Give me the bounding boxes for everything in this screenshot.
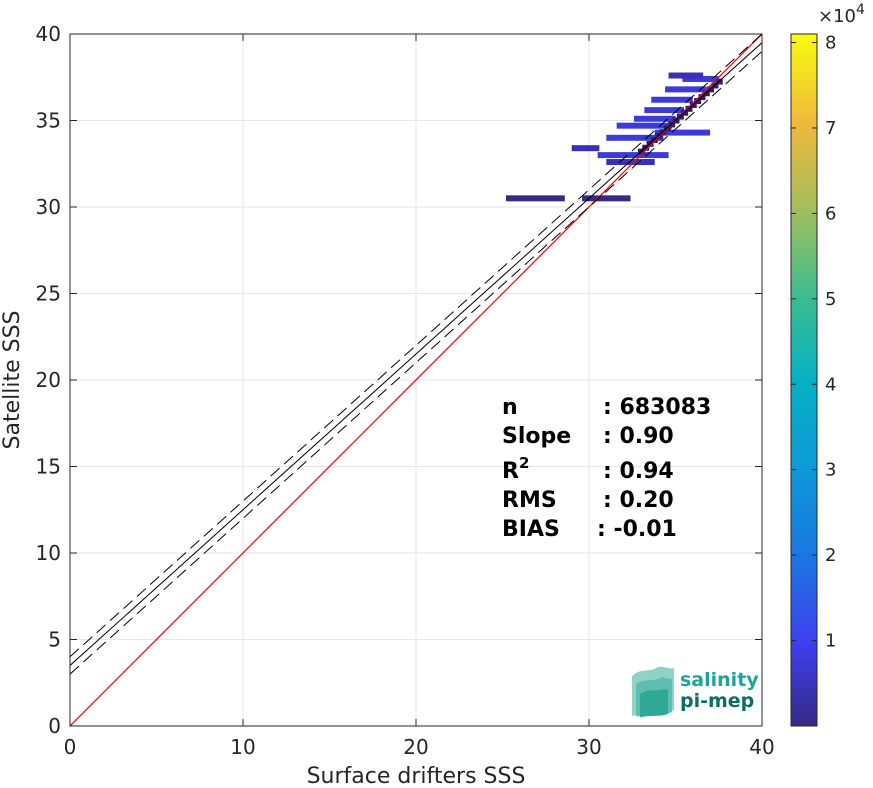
colorbar-tick-label: 3 — [825, 460, 836, 481]
y-axis-label: Satellite SSS — [0, 311, 25, 450]
y-tick-label: 35 — [36, 109, 61, 133]
y-tick-label: 20 — [36, 368, 61, 392]
colorbar-ticks: 1 2 3 4 5 6 7 8 — [791, 33, 836, 652]
stats-box: n : 683083 Slope : 0.90 R2 : 0.94 RMS : … — [502, 395, 711, 542]
colorbar-tick-label: 2 — [825, 545, 836, 566]
y-tick-label: 0 — [48, 714, 61, 738]
logo-line2: pi-mep — [680, 690, 754, 712]
stat-rms-value: : 0.20 — [603, 488, 674, 513]
y-tick-label: 40 — [36, 22, 61, 46]
identity-line — [70, 34, 762, 726]
stat-r2-label: R2 — [502, 454, 529, 484]
density-cell — [644, 107, 685, 114]
x-tick-label: 30 — [576, 735, 601, 759]
colorbar-tick-label: 7 — [825, 118, 836, 139]
logo-line1: salinity — [680, 669, 759, 691]
stat-n-value: : 683083 — [603, 395, 711, 420]
logo-wave-icon — [632, 666, 674, 717]
colorbar-multiplier: ×104 — [818, 2, 865, 27]
density-cell — [665, 86, 707, 93]
x-tick-label: 10 — [230, 735, 255, 759]
x-tick-label: 40 — [749, 735, 774, 759]
stat-slope-value: : 0.90 — [603, 424, 674, 449]
colorbar-tick-label: 5 — [825, 289, 836, 310]
y-tick-label: 25 — [36, 282, 61, 306]
density-cell — [606, 159, 655, 166]
stat-r2-base: R — [502, 459, 519, 484]
density-cell — [682, 75, 719, 82]
y-tick-label: 30 — [36, 195, 61, 219]
y-tick-label: 15 — [36, 455, 61, 479]
density-cell — [606, 134, 664, 141]
regression-line — [70, 42, 762, 666]
salinity-pi-mep-logo: salinity pi-mep — [632, 666, 759, 717]
colorbar-multiplier-base: ×10 — [818, 6, 856, 27]
density-cell — [668, 72, 704, 79]
density-cell — [571, 145, 600, 152]
density-cell — [616, 122, 673, 129]
stat-bias-value: : -0.01 — [597, 517, 677, 542]
density-cell — [582, 195, 631, 202]
colorbar-tick-label: 6 — [825, 203, 836, 224]
x-tick-label: 0 — [64, 735, 77, 759]
confidence-band-line — [70, 34, 762, 658]
density-cell — [597, 152, 669, 159]
colorbar-exponent: 4 — [856, 2, 865, 18]
stat-bias-label: BIAS — [502, 517, 560, 542]
x-axis-label: Surface drifters SSS — [307, 764, 526, 788]
density-cell — [651, 96, 693, 103]
y-tick-label: 10 — [36, 541, 61, 565]
confidence-band-line — [70, 50, 762, 675]
colorbar — [790, 33, 818, 727]
colorbar-tick-label: 4 — [825, 374, 836, 395]
colorbar-tick-label: 1 — [825, 631, 836, 652]
fit-lines — [70, 34, 762, 726]
stat-r2-superscript: 2 — [519, 454, 529, 472]
stat-slope-label: Slope — [502, 424, 571, 449]
stat-r2-value: : 0.94 — [603, 459, 674, 484]
y-tick-label: 5 — [48, 628, 61, 652]
density-cell — [505, 195, 565, 202]
density-cell — [654, 129, 711, 136]
density-cell — [633, 115, 676, 122]
axis-ticks: 0 10 20 30 40 0 5 10 15 20 25 30 35 40 — [36, 22, 775, 759]
stat-rms-label: RMS — [502, 488, 557, 513]
colorbar-tick-label: 8 — [825, 33, 836, 54]
stat-n-label: n — [502, 395, 518, 420]
x-tick-label: 20 — [403, 735, 428, 759]
